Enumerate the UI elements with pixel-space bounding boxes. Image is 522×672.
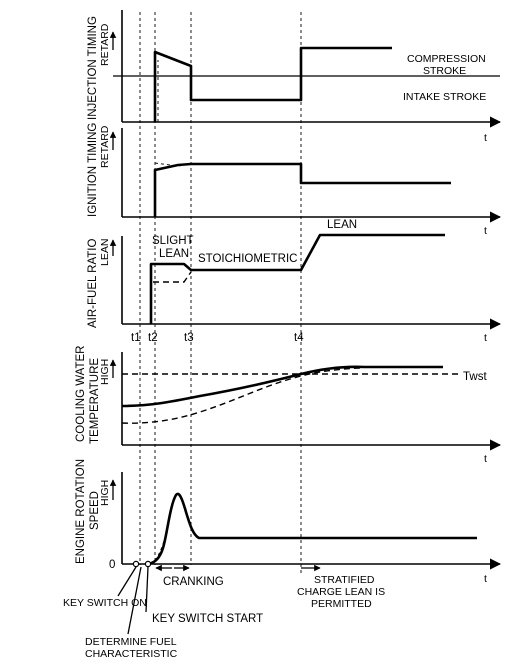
panel-cooling-water-temperature: COOLING WATER TEMPERATURE HIGH t Twst xyxy=(75,346,502,465)
engine-speed-curve xyxy=(147,492,477,566)
panel5-ylabel-2: SPEED xyxy=(89,491,101,530)
engine-speed-dotted xyxy=(149,533,167,565)
panel-engine-rotation-speed: ENGINE ROTATION SPEED HIGH 0 t CRANKING … xyxy=(75,459,502,610)
panel4-ylabel-1: COOLING WATER xyxy=(75,346,87,442)
panel-air-fuel-ratio: AIR-FUEL RATIO LEAN t SLIGHT LEAN STOICH… xyxy=(87,219,502,344)
t2-label: t2 xyxy=(148,332,158,344)
t1-label: t1 xyxy=(131,332,141,344)
determine-fuel-label: DETERMINE FUEL xyxy=(85,636,177,648)
panel5-origin: 0 xyxy=(109,559,115,571)
panel5-ylabel-1: ENGINE ROTATION xyxy=(75,459,87,564)
key-on-leader xyxy=(117,566,137,597)
panel3-ylabel: AIR-FUEL RATIO xyxy=(87,238,99,328)
ignition-timing-dashed xyxy=(154,162,192,167)
panel-ignition-timing: IGNITION TIMING RETARD t xyxy=(87,123,502,237)
panel2-arrow-label: RETARD xyxy=(99,125,111,168)
compression-label: COMPRESSION xyxy=(407,53,486,65)
ignition-timing-curve xyxy=(153,162,451,217)
cranking-label: CRANKING xyxy=(163,576,224,588)
panel5-arrow-label: HIGH xyxy=(99,480,111,506)
panel3-arrow-label: LEAN xyxy=(99,239,111,266)
lean-label: LEAN xyxy=(327,219,357,231)
key-switch-on-label: KEY SWITCH ON xyxy=(63,597,147,609)
panel1-axis-t: t xyxy=(484,132,487,144)
key-switch-start-point xyxy=(144,560,152,568)
air-fuel-curve xyxy=(149,233,445,324)
panel5-axis-t: t xyxy=(484,573,487,585)
key-start-leader xyxy=(145,566,149,613)
slight-lean-label-2: LEAN xyxy=(159,248,189,260)
key-switch-start-label: KEY SWITCH START xyxy=(152,613,263,625)
panel1-arrow-label: RETARD xyxy=(99,23,111,66)
time-reference-lines xyxy=(139,12,302,575)
determine-leader xyxy=(127,566,142,635)
panel2-ylabel: IGNITION TIMING xyxy=(87,123,99,217)
intake-stroke-label: INTAKE STROKE xyxy=(403,91,486,103)
time-marks: t1 t2 t3 t4 xyxy=(131,332,304,344)
coolant-temp-dashed xyxy=(121,367,361,424)
compression-label-2: STROKE xyxy=(423,65,466,77)
air-fuel-dashed xyxy=(153,271,192,283)
stratified-label-2: CHARGE LEAN IS xyxy=(297,586,385,598)
panel3-axis-t: t xyxy=(484,332,487,344)
callouts: KEY SWITCH ON KEY SWITCH START DETERMINE… xyxy=(63,566,263,660)
determine-fuel-label-2: CHARACTERISTIC xyxy=(85,648,178,660)
panel4-axis-t: t xyxy=(484,453,487,465)
panel4-arrow-label: HIGH xyxy=(99,359,111,385)
stratified-label-1: STRATIFIED xyxy=(314,574,375,586)
coolant-temp-solid xyxy=(121,365,443,408)
panel-injection-timing: INJECTION TIMING RETARD t COMPRESSION ST… xyxy=(87,10,502,144)
key-switch-on-point xyxy=(132,560,140,568)
slight-lean-label: SLIGHT xyxy=(152,235,194,247)
panel4-ylabel-2: TEMPERATURE xyxy=(89,358,101,444)
t3-label: t3 xyxy=(184,332,194,344)
t4-label: t4 xyxy=(294,332,304,344)
panel2-axis-t: t xyxy=(484,225,487,237)
stoichiometric-label: STOICHIOMETRIC xyxy=(198,253,297,265)
injection-timing-curve xyxy=(153,46,392,122)
stratified-label-3: PERMITTED xyxy=(311,598,372,610)
panel1-ylabel: INJECTION TIMING xyxy=(87,16,99,120)
twst-label: Twst xyxy=(463,371,487,383)
